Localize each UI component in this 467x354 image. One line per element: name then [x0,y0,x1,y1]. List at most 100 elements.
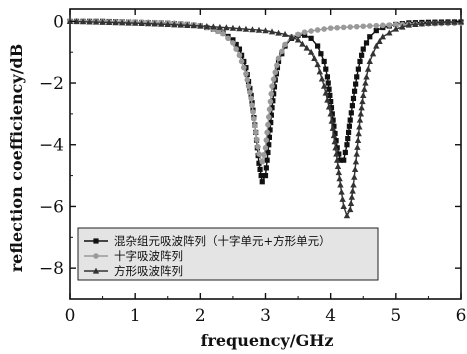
marker-square [363,40,370,46]
marker-circle [252,129,259,136]
marker-triangle [347,206,354,213]
marker-square [325,80,331,86]
marker-triangle [112,19,119,26]
marker-triangle [354,137,362,144]
marker-square [267,127,273,133]
marker-circle [366,23,373,29]
marker-square [262,172,269,179]
marker-triangle [158,20,165,27]
marker-triangle [379,33,386,40]
series-square [67,18,464,185]
marker-triangle [330,132,338,139]
marker-triangle [262,27,269,34]
marker-triangle [392,25,400,32]
marker-circle [272,69,279,76]
marker-triangle [333,150,340,157]
marker-square [256,160,262,166]
marker-triangle [353,150,360,157]
marker-triangle [350,181,357,188]
marker-triangle [347,199,355,206]
marker-square [351,88,358,94]
marker-triangle [376,37,383,44]
marker-triangle [229,24,237,31]
marker-circle [254,136,260,143]
marker-triangle [294,36,302,43]
marker-triangle [171,21,178,28]
axes-layer: 0 1 2 3 4 5 6 0 −2 −4 −6 −8 [39,9,466,326]
marker-triangle [412,21,419,28]
marker-square [333,138,339,144]
y-tick-label: 0 [53,12,64,32]
marker-square [259,179,265,185]
marker-triangle [316,68,324,75]
marker-circle [268,91,275,97]
series-triangle [66,17,465,219]
marker-square [373,27,379,34]
marker-triangle [275,29,282,36]
marker-triangle [281,30,289,37]
marker-square [360,46,366,52]
marker-square [353,81,359,87]
marker-triangle [327,110,334,117]
marker-triangle [99,18,106,25]
marker-triangle [358,104,365,111]
marker-triangle [105,19,113,26]
marker-triangle [197,22,204,29]
marker-circle [243,70,249,77]
marker-circle [347,24,354,30]
marker-square [275,58,282,65]
marker-square [331,123,337,129]
marker-triangle [348,193,356,200]
marker-square [268,112,274,118]
marker-circle [327,25,334,31]
marker-triangle [145,20,152,27]
marker-triangle [125,19,132,26]
marker-triangle [268,28,276,35]
x-tick-label: 6 [456,306,467,326]
marker-triangle [86,18,93,25]
y-tick-label: −8 [39,259,64,279]
marker-triangle [242,25,250,32]
marker-triangle [451,18,458,25]
marker-triangle [355,130,362,137]
legend-label: 混杂组元吸波阵列（十字单元+方形单元） [114,234,331,248]
marker-circle [340,24,347,31]
marker-triangle [333,156,341,163]
marker-triangle [361,85,368,92]
marker-triangle [386,29,393,36]
marker-triangle [337,181,344,188]
marker-square [266,134,273,140]
marker-square [342,149,348,156]
marker-triangle [329,124,337,131]
marker-square [264,157,270,163]
marker-triangle [138,20,145,27]
marker-circle [274,62,280,69]
marker-triangle [328,117,335,124]
marker-triangle [354,143,361,150]
marker-triangle [356,116,364,123]
marker-triangle [418,20,426,27]
marker-triangle [331,138,338,145]
legend-label: 十字吸波阵列 [114,249,183,263]
marker-triangle [399,23,406,30]
marker-square [348,110,354,116]
marker-square [318,51,324,57]
marker-triangle [340,203,347,210]
marker-circle [261,151,267,158]
marker-square [266,142,272,148]
marker-square [337,157,344,163]
marker-triangle [177,21,184,28]
marker-circle [301,29,308,35]
marker-square [93,238,99,244]
marker-triangle [320,82,328,89]
marker-triangle [92,267,100,274]
marker-triangle [210,23,217,30]
marker-circle [295,31,301,38]
marker-triangle [431,19,439,26]
marker-circle [225,35,231,42]
marker-square [332,130,338,137]
marker-triangle [362,79,369,86]
marker-square [321,58,327,65]
marker-triangle [299,40,306,47]
marker-square [269,105,275,111]
